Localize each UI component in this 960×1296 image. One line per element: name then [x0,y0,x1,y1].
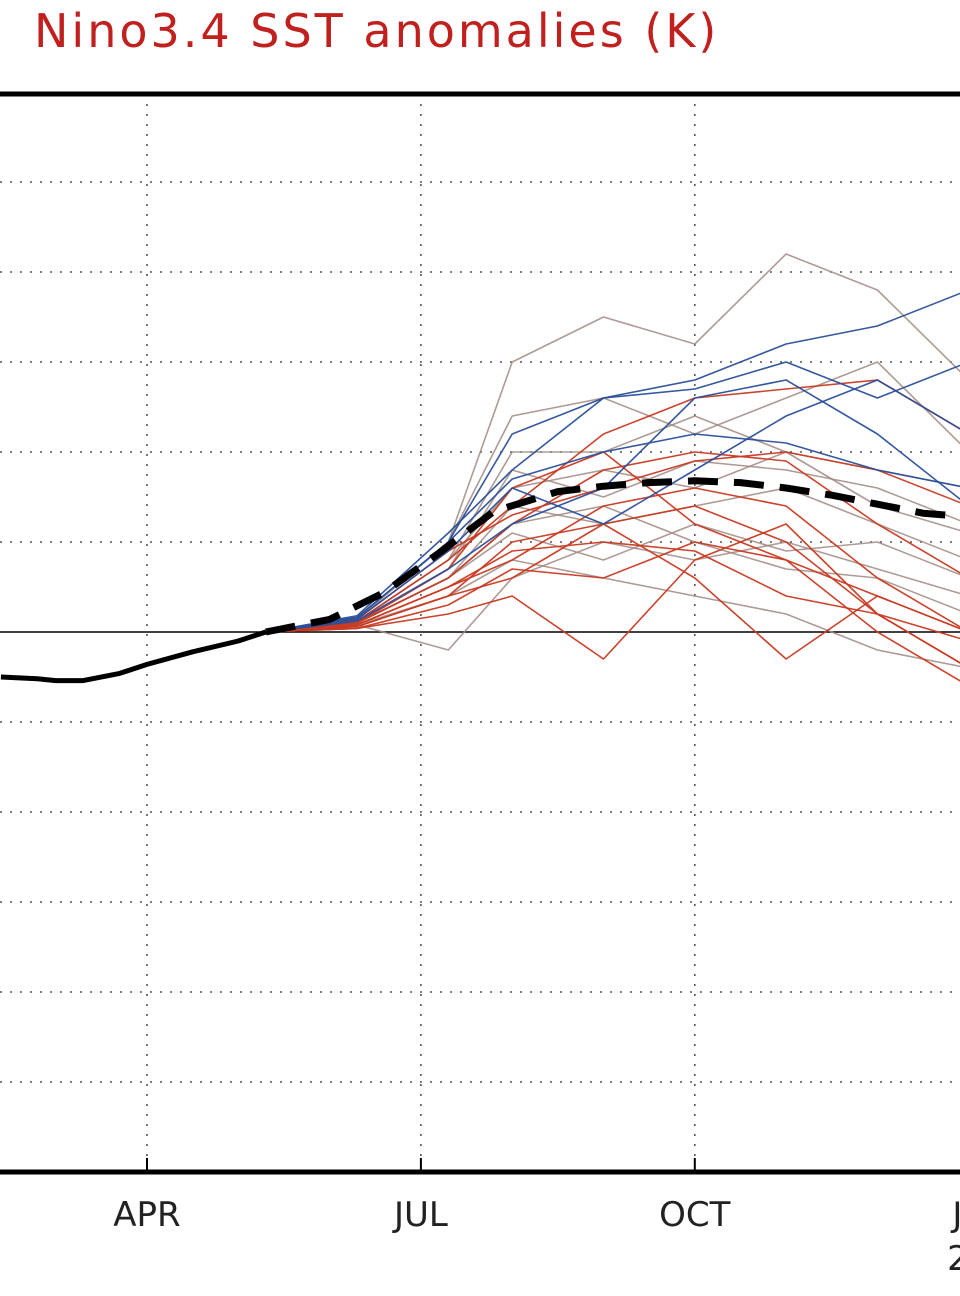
x-tick-layer: APR JUL OCT JA20 [113,1158,960,1279]
ensemble-member-red-4 [265,541,960,682]
x-tick-label: JUL [392,1195,448,1235]
ensemble-member-blue-11 [265,292,960,633]
plot-frame [0,91,960,1175]
observed-line [0,629,267,684]
ensemble-member-blue-14 [265,379,960,633]
ensemble-member-red-8 [265,523,960,660]
x-tick-label: APR [113,1195,180,1235]
ensemble-member-red-9 [265,523,960,664]
x-tick-label: OCT [659,1195,731,1235]
chart-title: Nino3.4 SST anomalies (K) [34,4,720,58]
grid-layer [0,94,960,1172]
x-tick-label: JA [950,1195,960,1235]
ensemble-member-red-1 [265,451,960,633]
ensemble-member-blue-15 [265,379,960,633]
ensemble-member-red-7 [265,541,960,640]
ensemble-mean-line [265,477,960,636]
ensemble-mean-layer [265,477,960,636]
ensemble-member-red-5 [265,379,960,633]
x-tick-year-label: 20 [947,1239,960,1279]
ensemble-members-layer [265,253,960,682]
observed-layer [0,629,267,684]
ensemble-member-gray-17 [265,361,960,633]
